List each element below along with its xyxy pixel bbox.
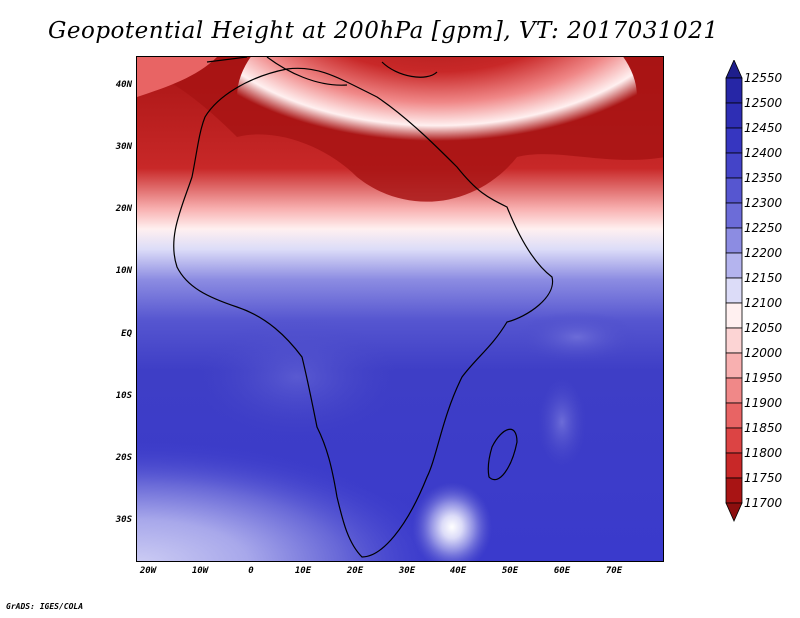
lat-label: 20S [115, 453, 132, 463]
lat-label: 30N [115, 142, 132, 152]
colorbar-label: 12000 [744, 346, 783, 360]
colorbar-box [725, 77, 743, 104]
colorbar-box [725, 477, 743, 504]
lon-label: 50E [501, 566, 519, 576]
colorbar-label: 11950 [744, 371, 783, 385]
colorbar-box [725, 352, 743, 379]
colorbar-box [725, 152, 743, 179]
colorbar-box [725, 227, 743, 254]
colorbar-box [725, 302, 743, 329]
colorbar-box [725, 202, 743, 229]
colorbar-label: 11800 [744, 446, 783, 460]
lon-label: 20E [346, 566, 364, 576]
lon-label: 0 [248, 566, 254, 576]
colorbar-label: 12250 [744, 221, 783, 235]
chart-title: Geopotential Height at 200hPa [gpm], VT:… [48, 18, 719, 44]
lat-label: 20N [115, 204, 132, 214]
lon-label: 30E [398, 566, 416, 576]
lon-label: 10E [294, 566, 312, 576]
lon-label: 10W [191, 566, 209, 576]
colorbar-box [725, 402, 743, 429]
colorbar-label: 11700 [744, 496, 783, 510]
colorbar-box [725, 427, 743, 454]
coastline [173, 57, 554, 558]
colorbar-arrow-bottom [725, 502, 743, 522]
lat-label: 10S [115, 391, 132, 401]
colorbar-box [725, 127, 743, 154]
lon-label: 60E [553, 566, 571, 576]
lat-label: 30S [115, 515, 132, 525]
colorbar-box [725, 377, 743, 404]
colorbar-label: 12500 [744, 96, 783, 110]
colorbar-label: 12350 [744, 171, 783, 185]
credit: GrADS: IGES/COLA [6, 602, 84, 611]
colorbar [725, 60, 743, 522]
lon-label: 70E [605, 566, 623, 576]
lat-label: EQ [121, 329, 132, 339]
colorbar-box [725, 252, 743, 279]
colorbar-box [725, 452, 743, 479]
colorbar-label: 12050 [744, 321, 783, 335]
colorbar-label: 12150 [744, 271, 783, 285]
colorbar-label: 12100 [744, 296, 783, 310]
colorbar-box [725, 102, 743, 129]
lon-label: 40E [449, 566, 467, 576]
colorbar-label: 11850 [744, 421, 783, 435]
colorbar-box [725, 327, 743, 354]
colorbar-label: 12400 [744, 146, 783, 160]
map-panel [136, 56, 664, 562]
lat-label: 10N [115, 266, 132, 276]
colorbar-label: 12300 [744, 196, 783, 210]
colorbar-arrow-top [725, 60, 743, 79]
colorbar-box [725, 177, 743, 204]
colorbar-box [725, 277, 743, 304]
colorbar-label: 12550 [744, 71, 783, 85]
colorbar-label: 11750 [744, 471, 783, 485]
map-field [137, 57, 663, 561]
colorbar-label: 12450 [744, 121, 783, 135]
colorbar-label: 11900 [744, 396, 783, 410]
lat-label: 40N [115, 80, 132, 90]
lon-label: 20W [139, 566, 157, 576]
colorbar-label: 12200 [744, 246, 783, 260]
